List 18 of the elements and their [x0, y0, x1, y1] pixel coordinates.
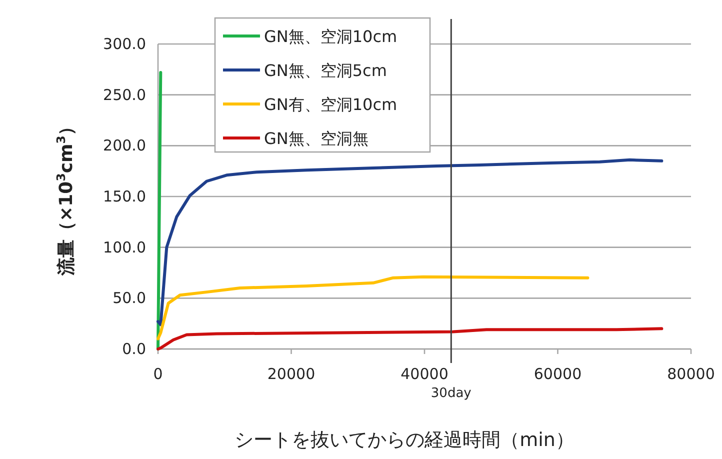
- legend-label: GN無、空洞5cm: [264, 61, 387, 80]
- y-tick-label: 50.0: [112, 289, 146, 308]
- x-axis-title: シートを抜いてからの経過時間（min）: [234, 429, 574, 451]
- y-tick-label: 150.0: [103, 188, 146, 206]
- ref-line-label: 30day: [430, 386, 472, 401]
- legend-label: GN無、空洞無: [264, 129, 368, 148]
- y-tick-label: 200.0: [103, 136, 146, 155]
- x-tick-label: 60000: [534, 365, 582, 383]
- legend-label: GN有、空洞10cm: [264, 95, 398, 114]
- x-tick-label: 20000: [267, 365, 316, 383]
- legend-label: GN無、空洞10cm: [264, 27, 398, 46]
- x-tick-label: 0: [153, 365, 163, 383]
- x-tick-label: 40000: [400, 365, 448, 383]
- y-tick-label: 300.0: [103, 35, 146, 53]
- y-tick-label: 0.0: [122, 340, 146, 358]
- y-tick-label: 100.0: [103, 238, 146, 256]
- x-tick-label: 80000: [667, 365, 715, 383]
- y-tick-label: 250.0: [103, 86, 146, 104]
